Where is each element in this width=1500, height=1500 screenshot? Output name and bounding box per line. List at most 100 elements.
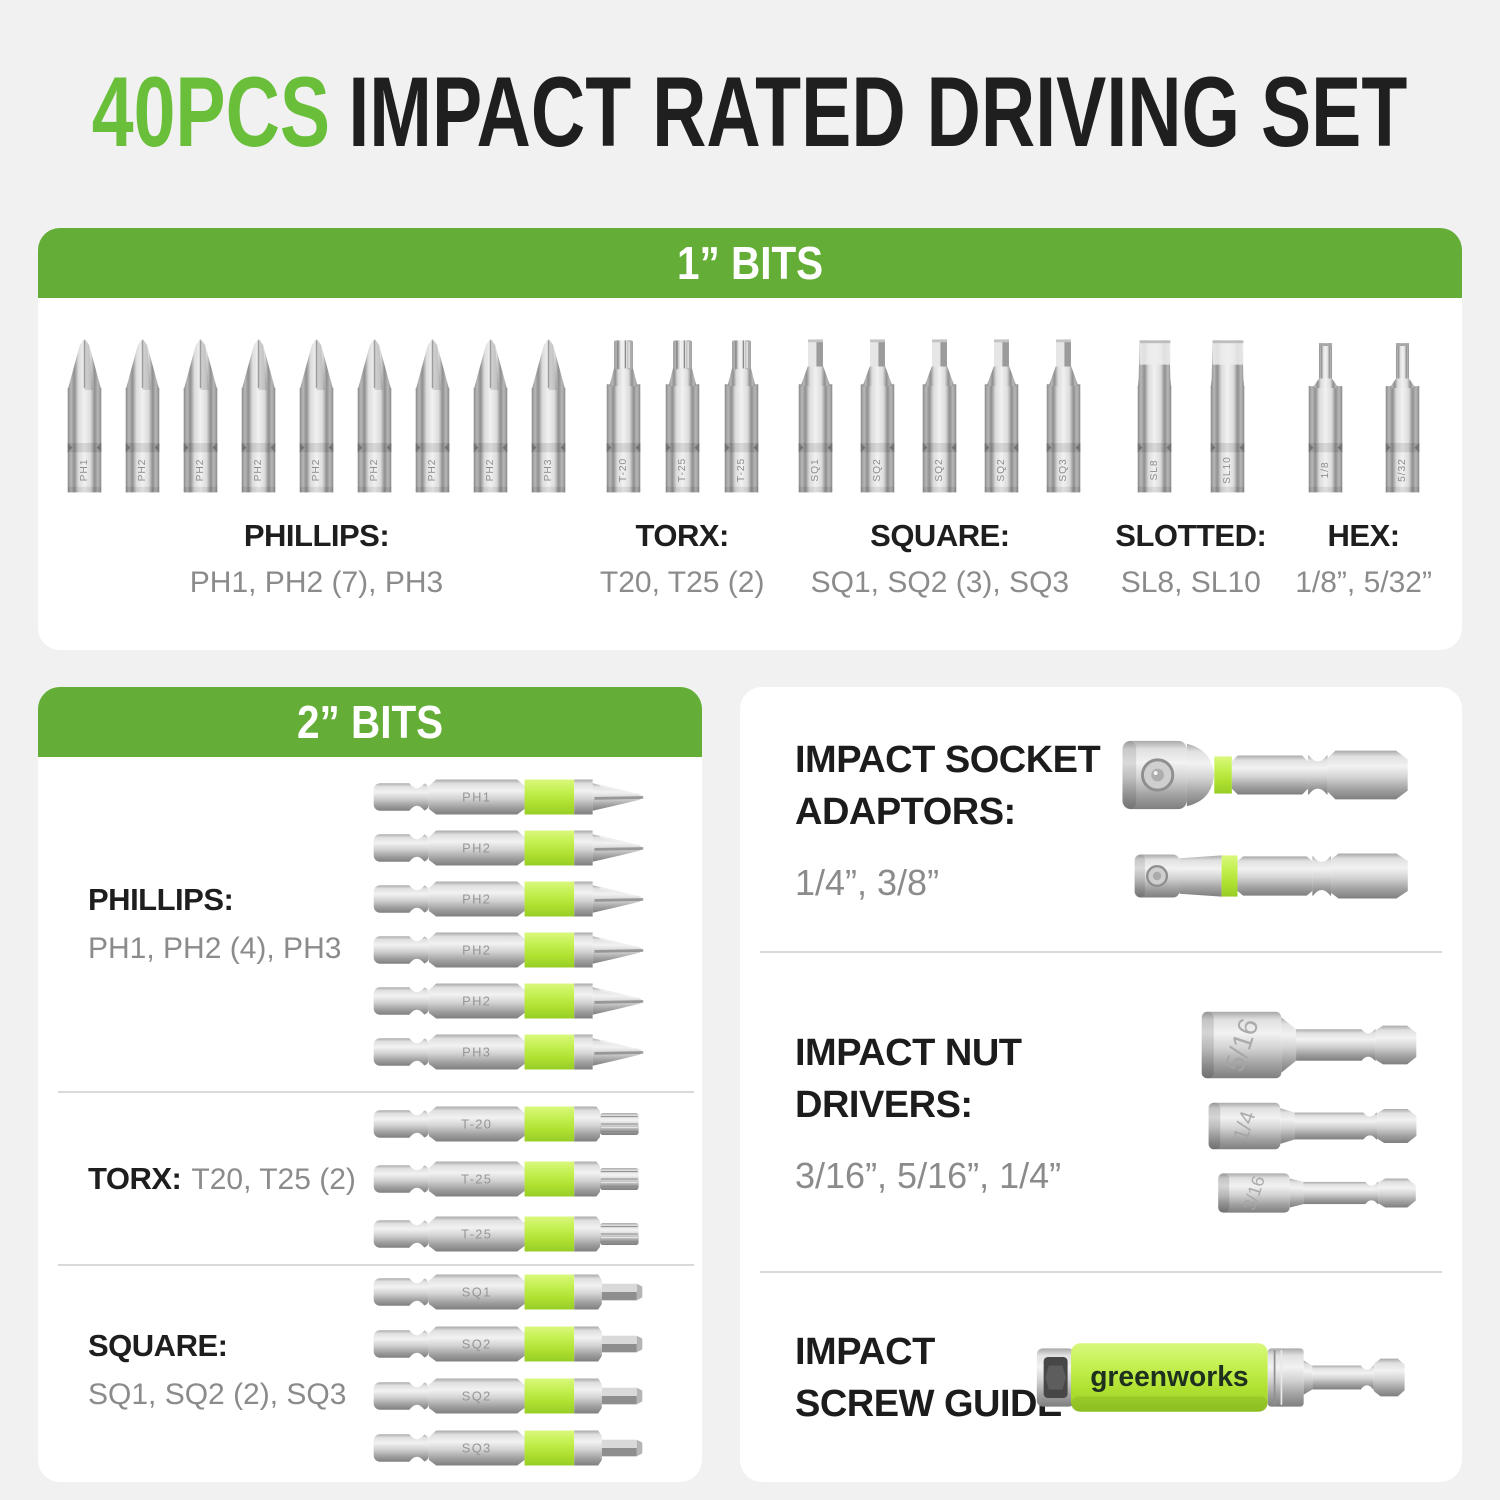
bit-1in-torx: T-25 <box>724 340 758 493</box>
svg-text:greenworks: greenworks <box>1090 1360 1248 1392</box>
bit-group-square-values: SQ1, SQ2 (3), SQ3 <box>810 566 1070 599</box>
bit-2in-torx: T-25 <box>373 1161 639 1196</box>
card-accessories: IMPACT SOCKET ADAPTORS: 1/4”, 3/8” IMPAC… <box>740 687 1462 1482</box>
svg-text:SQ2: SQ2 <box>996 458 1007 481</box>
section-2in-phillips-bits: PH1 PH2 PH2 PH2 PH2 PH3 <box>369 774 647 1075</box>
svg-text:PH2: PH2 <box>195 459 206 482</box>
bit-1in-phillips: PH2 <box>183 338 218 493</box>
bit-sections: PHILLIPS: PH1, PH2 (4), PH3 PH1 PH2 PH2 PH2 PH… <box>38 757 702 1474</box>
card-2inch-bits: 2” BITS PHILLIPS: PH1, PH2 (4), PH3 PH1 PH2… <box>38 687 702 1482</box>
bit-group-square: SQ1 SQ2 SQ2 SQ2 SQ3 SQUARE: SQ1, SQ2 (3), SQ3 <box>793 332 1086 600</box>
bit-group-torx-values: T20, T25 (2) <box>599 566 765 599</box>
svg-text:T-20: T-20 <box>461 1116 492 1131</box>
svg-text:PH1: PH1 <box>79 459 90 482</box>
divider <box>760 951 1442 953</box>
bit-2in-square: SQ3 <box>373 1430 643 1466</box>
bit-1in-phillips: PH2 <box>357 338 392 493</box>
nut-drivers-graphics: 5/16 1/4 3/16 <box>1090 953 1462 1271</box>
section-2in-phillips: PHILLIPS: PH1, PH2 (4), PH3 PH1 PH2 PH2 PH2 PH… <box>38 757 702 1091</box>
section-2in-square-bits: SQ1 SQ2 SQ2 SQ3 <box>369 1269 647 1471</box>
bit-1in-slotted: SL10 <box>1210 340 1245 493</box>
bit-2in-torx: T-25 <box>373 1216 639 1251</box>
bit-1in-square: SQ2 <box>861 339 895 493</box>
page-title: 40PCS IMPACT RATED DRIVING SET <box>0 60 1500 164</box>
svg-text:T-25: T-25 <box>461 1171 492 1186</box>
bit-2in-torx: T-20 <box>373 1106 639 1141</box>
bit-1in-square: SQ1 <box>799 339 833 493</box>
bit-2in-phillips: PH3 <box>373 1034 644 1069</box>
bit-group-torx-name: TORX: <box>635 518 729 553</box>
bit-1in-phillips: PH2 <box>473 338 508 493</box>
svg-text:PH2: PH2 <box>462 942 491 957</box>
svg-text:PH2: PH2 <box>253 459 264 482</box>
section-2in-square: SQUARE: SQ1, SQ2 (2), SQ3 SQ1 SQ2 SQ2 SQ3 <box>38 1266 702 1474</box>
bit-2in-phillips: PH2 <box>373 830 644 865</box>
bit-group-slotted-bits: SL8 SL10 <box>1132 332 1250 498</box>
bit-2in-phillips: PH2 <box>373 932 644 967</box>
card-1inch-header: 1” BITS <box>38 228 1462 298</box>
svg-text:5/32: 5/32 <box>1397 458 1408 482</box>
svg-text:PH2: PH2 <box>311 459 322 482</box>
bit-1in-square: SQ2 <box>923 339 957 493</box>
nut-drivers-label: IMPACT NUT DRIVERS: 3/16”, 5/16”, 1/4” <box>740 953 1090 1271</box>
bit-1in-phillips: PH3 <box>531 338 566 493</box>
svg-text:PH2: PH2 <box>369 459 380 482</box>
bit-2in-phillips: PH2 <box>373 983 644 1018</box>
bit-1in-hexrod: 5/32 <box>1385 343 1419 493</box>
card-2inch-header-label: 2” BITS <box>296 696 444 748</box>
bit-group-square-bits: SQ1 SQ2 SQ2 SQ2 SQ3 <box>793 332 1086 498</box>
svg-text:T-25: T-25 <box>461 1226 492 1241</box>
bit-1in-phillips: PH1 <box>67 338 102 493</box>
svg-text:PH3: PH3 <box>543 459 554 482</box>
bit-1in-phillips: PH2 <box>415 338 450 493</box>
bit-1in-phillips: PH2 <box>241 338 276 493</box>
section-2in-torx: TORX: T20, T25 (2) T-20 T-25 T-25 <box>38 1093 702 1264</box>
svg-text:T-25: T-25 <box>677 458 688 482</box>
svg-text:PH2: PH2 <box>485 459 496 482</box>
divider <box>58 1091 694 1093</box>
screw-guide: greenworks <box>1036 1343 1405 1412</box>
bit-group-hex-bits: 1/8 5/32 <box>1303 332 1425 498</box>
bit-1in-square: SQ3 <box>1047 339 1081 493</box>
section-2in-torx-name: TORX: <box>88 1160 182 1196</box>
section-2in-torx-values: T20, T25 (2) <box>191 1162 356 1196</box>
bit-1in-phillips: PH2 <box>125 338 160 493</box>
screw-guide-title-line2: SCREW GUIDE <box>795 1382 1062 1425</box>
socket-adaptor-1-4 <box>1134 853 1408 899</box>
socket-adaptors-title-line1: IMPACT SOCKET <box>795 739 1101 781</box>
svg-text:PH2: PH2 <box>462 840 491 855</box>
bit-group-phillips-name: PHILLIPS: <box>243 518 390 553</box>
bit-1in-torx: T-25 <box>665 340 699 493</box>
section-2in-phillips-values: PH1, PH2 (4), PH3 <box>88 932 342 965</box>
bit-group-hex-values: 1/8”, 5/32” <box>1295 566 1432 599</box>
nut-drivers-sizes: 3/16”, 5/16”, 1/4” <box>795 1155 1062 1196</box>
nut-driver-med: 1/4 <box>1208 1102 1417 1150</box>
bit-group-phillips-values: PH1, PH2 (7), PH3 <box>189 566 444 599</box>
socket-adaptors-sizes: 1/4”, 3/8” <box>795 862 940 903</box>
bit-1in-slotted: SL8 <box>1137 340 1172 493</box>
bit-2in-phillips: PH2 <box>373 881 644 916</box>
section-2in-square-name: SQUARE: <box>88 1328 228 1363</box>
bit-2in-square: SQ2 <box>373 1326 643 1362</box>
divider <box>760 1271 1442 1273</box>
section-2in-phillips-label: PHILLIPS: PH1, PH2 (4), PH3 <box>38 882 369 966</box>
svg-text:PH3: PH3 <box>462 1044 491 1059</box>
socket-adaptors-title-line2: ADAPTORS: <box>795 791 1016 833</box>
section-2in-phillips-name: PHILLIPS: <box>88 882 234 917</box>
divider <box>58 1264 694 1266</box>
bit-1in-square: SQ2 <box>985 339 1019 493</box>
bit-group-slotted-values: SL8, SL10 <box>1120 566 1261 599</box>
svg-text:T-20: T-20 <box>618 458 629 482</box>
svg-text:SQ2: SQ2 <box>934 458 945 481</box>
screw-guide-title-line1: IMPACT <box>795 1330 935 1373</box>
section-nut-drivers: IMPACT NUT DRIVERS: 3/16”, 5/16”, 1/4” 5… <box>740 953 1462 1271</box>
svg-text:SQ1: SQ1 <box>810 458 821 481</box>
bit-group-hex-name: HEX: <box>1327 518 1401 553</box>
bit-group-phillips-bits: PH1 PH2 PH2 PH2 PH2 PH2 PH2 PH2 PH3 <box>62 332 571 498</box>
socket-adaptors-graphics <box>1100 687 1462 951</box>
bit-group-square-name: SQUARE: <box>870 518 1010 553</box>
socket-adaptors-label: IMPACT SOCKET ADAPTORS: 1/4”, 3/8” <box>740 687 1101 951</box>
svg-text:PH2: PH2 <box>462 891 491 906</box>
svg-text:PH2: PH2 <box>137 459 148 482</box>
svg-text:SL10: SL10 <box>1222 456 1233 484</box>
